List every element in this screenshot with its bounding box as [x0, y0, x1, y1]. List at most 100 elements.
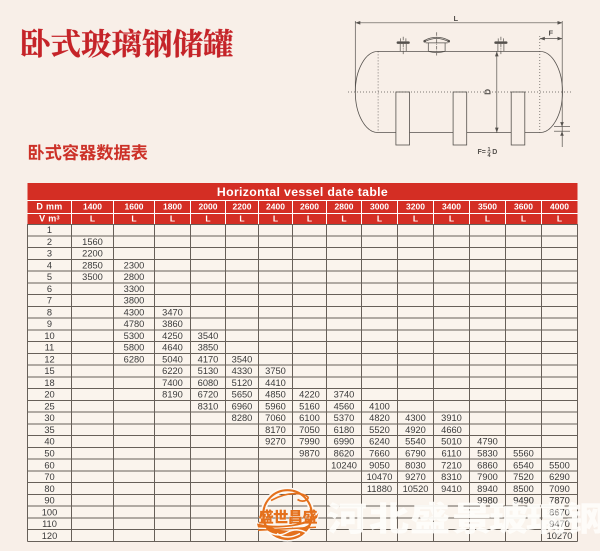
svg-text:6540: 6540	[513, 460, 534, 470]
svg-text:11880: 11880	[367, 484, 392, 494]
svg-text:30: 30	[44, 413, 54, 423]
svg-text:4660: 4660	[441, 425, 462, 435]
svg-text:1800: 1800	[163, 202, 182, 212]
svg-text:7050: 7050	[299, 425, 320, 435]
svg-text:3540: 3540	[232, 354, 253, 364]
svg-text:8030: 8030	[405, 460, 426, 470]
svg-text:Horizontal vessel date table: Horizontal vessel date table	[217, 185, 388, 199]
svg-text:7090: 7090	[549, 484, 570, 494]
svg-text:3300: 3300	[124, 284, 145, 294]
svg-text:5130: 5130	[198, 366, 219, 376]
svg-text:9270: 9270	[265, 437, 286, 447]
svg-text:D: D	[484, 89, 493, 95]
svg-text:1400: 1400	[83, 202, 102, 212]
svg-text:8670: 8670	[549, 507, 570, 517]
svg-text:15: 15	[44, 366, 54, 376]
svg-text:9270: 9270	[405, 472, 426, 482]
svg-text:D: D	[492, 149, 497, 156]
svg-text:7870: 7870	[549, 496, 570, 506]
svg-text:3860: 3860	[162, 319, 183, 329]
svg-text:10270: 10270	[547, 531, 573, 541]
svg-text:4920: 4920	[405, 425, 426, 435]
svg-text:6280: 6280	[124, 354, 145, 364]
svg-text:L: L	[90, 214, 95, 224]
svg-text:7900: 7900	[477, 472, 498, 482]
svg-text:5: 5	[47, 272, 52, 282]
svg-text:4410: 4410	[265, 378, 286, 388]
svg-text:4250: 4250	[162, 331, 183, 341]
svg-text:6220: 6220	[162, 366, 183, 376]
svg-text:L: L	[485, 214, 490, 224]
svg-text:11: 11	[45, 343, 55, 353]
svg-text:8620: 8620	[334, 449, 355, 459]
svg-text:6240: 6240	[369, 437, 390, 447]
svg-text:6: 6	[47, 284, 52, 294]
svg-text:5960: 5960	[265, 402, 286, 412]
svg-text:4300: 4300	[405, 413, 426, 423]
svg-text:8: 8	[47, 307, 52, 317]
svg-text:4: 4	[47, 260, 52, 270]
svg-text:1600: 1600	[125, 202, 144, 212]
svg-text:60: 60	[44, 460, 54, 470]
svg-text:4330: 4330	[232, 366, 253, 376]
svg-text:5650: 5650	[232, 390, 253, 400]
svg-text:2800: 2800	[335, 202, 354, 212]
svg-text:3850: 3850	[198, 343, 219, 353]
svg-text:4640: 4640	[162, 343, 183, 353]
svg-text:L: L	[273, 214, 278, 224]
svg-text:3800: 3800	[124, 296, 145, 306]
svg-text:7990: 7990	[299, 437, 320, 447]
svg-text:4780: 4780	[124, 319, 145, 329]
svg-text:6110: 6110	[442, 449, 462, 459]
svg-text:120: 120	[42, 531, 58, 541]
svg-text:F=: F=	[478, 149, 486, 156]
svg-text:9980: 9980	[477, 496, 498, 506]
svg-text:5010: 5010	[441, 437, 462, 447]
svg-text:25: 25	[44, 402, 54, 412]
svg-text:100: 100	[42, 507, 58, 517]
svg-text:4790: 4790	[477, 437, 498, 447]
svg-text:D mm: D mm	[36, 202, 62, 212]
svg-text:9870: 9870	[299, 449, 320, 459]
svg-text:3600: 3600	[514, 202, 533, 212]
svg-text:L: L	[239, 214, 244, 224]
svg-text:6100: 6100	[299, 413, 320, 423]
svg-text:L: L	[377, 214, 382, 224]
svg-text:5370: 5370	[334, 413, 355, 423]
svg-text:9490: 9490	[513, 496, 534, 506]
svg-text:2200: 2200	[82, 249, 103, 259]
svg-text:2300: 2300	[124, 260, 145, 270]
svg-text:3500: 3500	[82, 272, 103, 282]
svg-text:9410: 9410	[441, 484, 462, 494]
svg-text:20: 20	[44, 390, 54, 400]
svg-text:L: L	[413, 214, 418, 224]
svg-text:L: L	[521, 214, 526, 224]
svg-text:35: 35	[44, 425, 54, 435]
svg-text:4000: 4000	[550, 202, 569, 212]
svg-text:3910: 3910	[441, 413, 462, 423]
svg-text:90: 90	[44, 496, 54, 506]
svg-text:6990: 6990	[334, 437, 355, 447]
svg-text:L: L	[307, 214, 312, 224]
svg-text:3470: 3470	[162, 307, 183, 317]
svg-text:5300: 5300	[124, 331, 145, 341]
svg-text:L: L	[449, 214, 454, 224]
svg-text:10470: 10470	[367, 472, 393, 482]
svg-text:2850: 2850	[82, 260, 103, 270]
svg-text:5540: 5540	[405, 437, 426, 447]
svg-text:4850: 4850	[265, 390, 286, 400]
svg-text:L: L	[341, 214, 346, 224]
svg-text:12: 12	[44, 354, 54, 364]
svg-text:6960: 6960	[232, 402, 253, 412]
svg-text:L: L	[557, 214, 562, 224]
svg-text:3000: 3000	[370, 202, 389, 212]
svg-text:7210: 7210	[441, 460, 462, 470]
svg-text:5120: 5120	[232, 378, 253, 388]
svg-text:3740: 3740	[334, 390, 355, 400]
svg-text:9: 9	[47, 319, 52, 329]
svg-text:3500: 3500	[478, 202, 497, 212]
svg-text:1560: 1560	[82, 237, 103, 247]
svg-text:4: 4	[488, 153, 492, 159]
svg-text:5520: 5520	[369, 425, 390, 435]
svg-text:4170: 4170	[198, 354, 219, 364]
